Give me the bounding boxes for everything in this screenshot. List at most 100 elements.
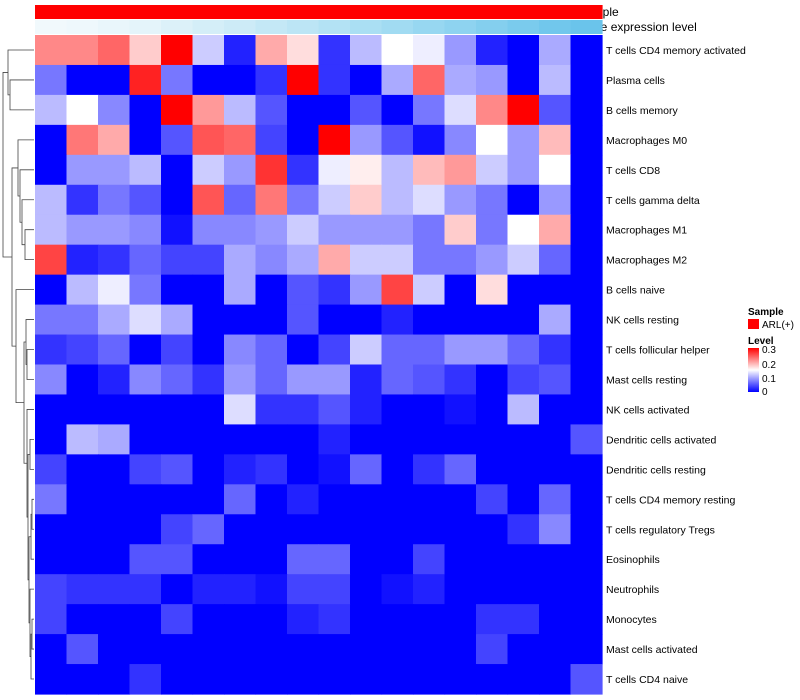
heatmap-cell <box>35 154 68 186</box>
heatmap-cell <box>350 364 383 396</box>
heatmap-cell <box>318 544 351 575</box>
heatmap-cell <box>66 154 99 186</box>
heatmap-cell <box>507 214 540 246</box>
legend-sample-swatch <box>748 319 759 329</box>
heatmap-cell <box>35 394 68 426</box>
heatmap-cell <box>350 154 383 186</box>
heatmap-cell <box>507 64 540 96</box>
heatmap-cell <box>35 364 68 396</box>
heatmap-cell <box>381 544 414 575</box>
heatmap-cell <box>318 454 351 485</box>
heatmap-cell <box>476 514 509 545</box>
heatmap-cell <box>507 94 540 126</box>
heatmap-cell <box>350 304 383 336</box>
heatmap-cell <box>381 634 414 665</box>
heatmap-cell <box>539 364 572 396</box>
heatmap-cell <box>35 574 68 605</box>
heatmap-cell <box>129 544 162 575</box>
heatmap-cell <box>287 514 320 545</box>
heatmap-cell <box>381 35 414 66</box>
heatmap-cell <box>287 604 320 635</box>
heatmap-cell <box>161 394 194 426</box>
heatmap-cell <box>318 64 351 96</box>
heatmap-cell <box>66 484 99 515</box>
heatmap-cell <box>318 124 351 156</box>
heatmap-cell <box>413 124 446 156</box>
heatmap-cell <box>66 64 99 96</box>
dendrogram-branch <box>29 438 34 470</box>
row-label: NK cells resting <box>606 315 679 327</box>
heatmap-cell <box>570 214 603 246</box>
heatmap-cell <box>381 454 414 485</box>
heatmap-cell <box>255 484 288 515</box>
heatmap-cell <box>161 244 194 276</box>
heatmap-cell <box>161 574 194 605</box>
heatmap-cell <box>444 334 477 366</box>
heatmap-cell <box>539 574 572 605</box>
annotation-cell-expression <box>287 20 320 34</box>
heatmap-cell <box>539 94 572 126</box>
heatmap-cell <box>161 154 194 186</box>
heatmap-cell <box>35 124 68 156</box>
annotation-cell-sample <box>161 5 194 19</box>
heatmap-cell <box>287 424 320 455</box>
row-label: T cells CD8 <box>606 165 660 177</box>
heatmap-cell <box>539 124 572 156</box>
heatmap-cell <box>444 514 477 545</box>
heatmap-cell <box>381 64 414 96</box>
heatmap-cell <box>476 94 509 126</box>
heatmap-cell <box>255 35 288 66</box>
annotation-cell-sample <box>507 5 540 19</box>
annotation-cell-expression <box>444 20 477 34</box>
annotation-cell-sample <box>539 5 572 19</box>
heatmap-cell <box>192 154 225 186</box>
heatmap-cell <box>350 454 383 485</box>
heatmap-cell <box>507 544 540 575</box>
annotation-cell-expression <box>255 20 288 34</box>
heatmap-cell <box>476 454 509 485</box>
heatmap-cell <box>570 604 603 635</box>
heatmap-cell <box>98 124 131 156</box>
heatmap-cell <box>444 154 477 186</box>
annotation-cell-sample <box>570 5 603 19</box>
heatmap-cell <box>318 214 351 246</box>
heatmap-cell <box>192 334 225 366</box>
heatmap-cell <box>98 484 131 515</box>
heatmap-cell <box>35 334 68 366</box>
heatmap-cell <box>381 94 414 126</box>
heatmap-cell <box>192 514 225 545</box>
heatmap-cell <box>350 514 383 545</box>
heatmap-cell <box>129 94 162 126</box>
heatmap-cell <box>255 64 288 96</box>
heatmap-cell <box>539 604 572 635</box>
heatmap-cell <box>413 634 446 665</box>
heatmap-cell <box>98 94 131 126</box>
heatmap-cell <box>192 35 225 66</box>
legend-tick: 0.1 <box>762 374 776 385</box>
row-label: Mast cells resting <box>606 374 687 386</box>
heatmap-cell <box>66 604 99 635</box>
legend-level-title: Level <box>748 336 774 347</box>
heatmap-cell <box>224 124 257 156</box>
heatmap-cell <box>255 604 288 635</box>
heatmap-cell <box>318 35 351 66</box>
heatmap-cell <box>255 424 288 455</box>
annotation-cell-sample <box>66 5 99 19</box>
heatmap-cell <box>224 184 257 216</box>
heatmap-cell <box>192 94 225 126</box>
heatmap-cell <box>570 454 603 485</box>
heatmap-cell <box>224 484 257 515</box>
row-label: T cells regulatory Tregs <box>606 524 715 536</box>
heatmap-cell <box>98 454 131 485</box>
heatmap-cell <box>444 664 477 695</box>
heatmap-cell <box>413 364 446 396</box>
heatmap-cell <box>444 35 477 66</box>
heatmap-cell <box>444 274 477 306</box>
annotation-cell-expression <box>413 20 446 34</box>
heatmap-cell <box>255 334 288 366</box>
heatmap-cell <box>350 634 383 665</box>
heatmap-cell <box>255 664 288 695</box>
heatmap-cell <box>255 214 288 246</box>
heatmap-cell <box>129 424 162 455</box>
